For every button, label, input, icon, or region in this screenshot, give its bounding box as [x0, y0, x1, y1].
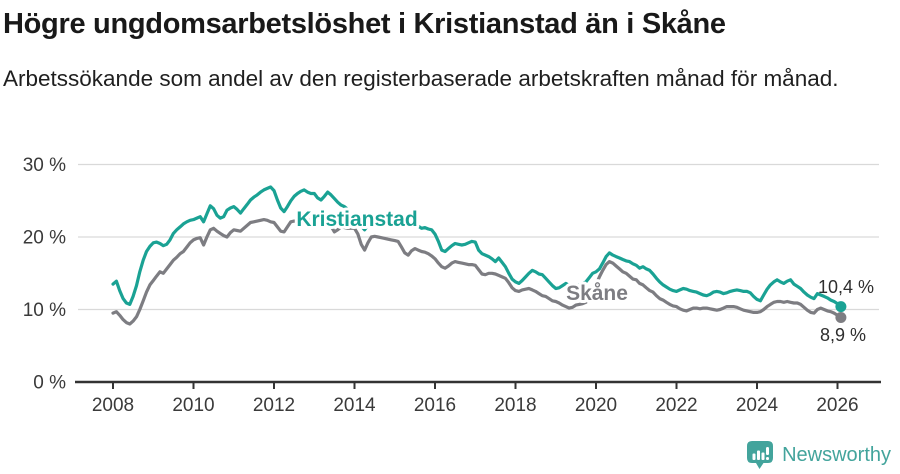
x-tick-label: 2022	[655, 395, 697, 416]
skane-end-dot	[835, 312, 847, 323]
header: Högre ungdomsarbetslöshet i Kristianstad…	[3, 0, 897, 96]
y-tick-label: 0 %	[33, 373, 66, 394]
kristianstad-end-value-label: 10,4 %	[818, 277, 874, 297]
brand-name: Newsworthy	[782, 443, 891, 466]
x-tick-label: 2016	[414, 395, 456, 416]
skane-end-value-label: 8,9 %	[820, 325, 866, 345]
x-tick-label: 2010	[172, 395, 214, 416]
chart-subtitle: Arbetssökande som andel av den registerb…	[3, 66, 839, 91]
kristianstad-end-dot	[835, 301, 847, 313]
newsworthy-logo: Newsworthy	[746, 440, 891, 470]
page-title: Högre ungdomsarbetslöshet i Kristianstad…	[3, 8, 726, 40]
kristianstad-series-label: Kristianstad	[296, 208, 417, 231]
y-tick-label: 10 %	[23, 300, 66, 321]
y-tick-label: 20 %	[23, 228, 66, 249]
y-tick-label: 30 %	[23, 155, 66, 176]
x-tick-label: 2024	[736, 395, 779, 416]
x-tick-label: 2014	[333, 395, 376, 416]
x-tick-label: 2018	[494, 395, 536, 416]
x-tick-label: 2012	[253, 395, 295, 416]
skane-line	[111, 218, 843, 326]
skane-series-label: Skåne	[566, 282, 628, 305]
kristianstad-line	[111, 185, 843, 309]
bar-chart-speech-bubble-icon	[747, 441, 774, 469]
x-tick-label: 2008	[92, 395, 134, 416]
x-tick-label: 2026	[816, 395, 858, 416]
x-tick-label: 2020	[575, 395, 617, 416]
